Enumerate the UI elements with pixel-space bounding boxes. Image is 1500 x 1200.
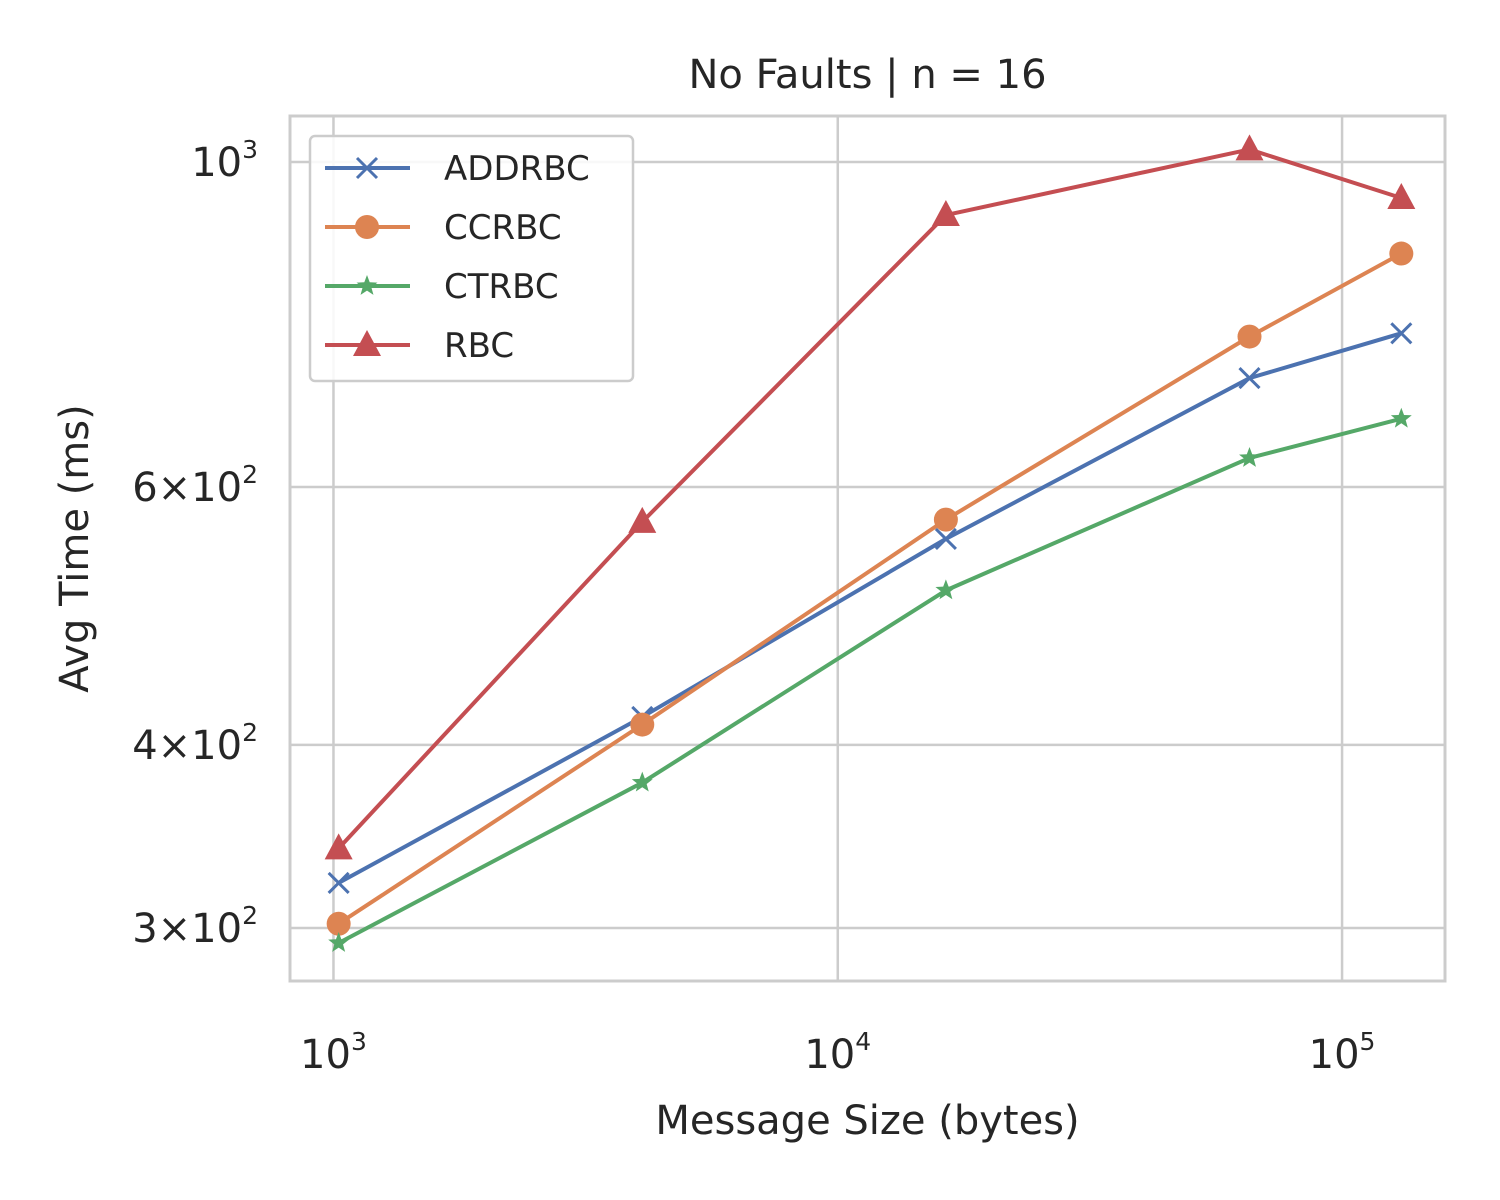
y-tick-exponent: 3 [242, 135, 258, 164]
y-tick-label: 3×102 [132, 901, 258, 952]
data-point-addrbc [1390, 322, 1413, 345]
y-tick-label: 4×102 [132, 718, 258, 769]
data-point-ccrbc [630, 712, 655, 737]
data-point-ctrbc [631, 771, 653, 792]
y-tick-base: 4×10 [132, 723, 242, 769]
marker-stroke [355, 156, 379, 180]
x-axis-title: Message Size (bytes) [655, 1098, 1079, 1144]
x-tick-label: 104 [804, 1027, 871, 1078]
legend-entry-rbc: RBC [325, 326, 514, 366]
y-tick-exponent: 2 [242, 901, 258, 930]
series-ccrbc [326, 241, 1414, 936]
y-tick-base: 3×10 [132, 906, 242, 952]
marker-stroke [1390, 322, 1413, 345]
legend-marker-ccrbc [355, 215, 379, 239]
x-tick-exponent: 5 [1360, 1027, 1376, 1056]
legend-label: CCRBC [444, 208, 562, 248]
x-tick-exponent: 3 [351, 1027, 367, 1056]
data-point-rbc [931, 200, 960, 227]
data-point-ctrbc [1390, 407, 1412, 428]
y-tick-base: 10 [191, 140, 242, 186]
y-tick-exponent: 2 [242, 460, 258, 489]
legend-entry-ctrbc: CTRBC [325, 267, 559, 307]
x-tick-label: 105 [1309, 1027, 1376, 1078]
data-point-rbc [628, 506, 657, 533]
data-point-ctrbc [328, 931, 350, 952]
data-point-ccrbc [1237, 324, 1262, 349]
data-point-addrbc [934, 527, 957, 550]
x-tick-base: 10 [804, 1032, 855, 1078]
x-tick-base: 10 [1309, 1032, 1360, 1078]
legend-marker-ctrbc [356, 275, 378, 295]
marker-stroke [1238, 367, 1261, 390]
plot-frame [288, 114, 1447, 983]
legend: ADDRBC CCRBC CTRBC RBC [308, 134, 635, 383]
legend-entry-ccrbc: CCRBC [325, 208, 562, 248]
data-point-ccrbc [326, 911, 351, 936]
legend-label: ADDRBC [444, 149, 590, 189]
y-tick-base: 6×10 [132, 465, 242, 511]
legend-marker-rbc [353, 330, 381, 356]
series-rbc [324, 134, 1416, 860]
legend-label: RBC [444, 326, 514, 366]
legend-entry-addrbc: ADDRBC [325, 149, 590, 189]
data-point-addrbc [1238, 367, 1261, 390]
series-ctrbc [328, 407, 1412, 952]
data-point-addrbc [327, 871, 350, 894]
legend-box [308, 134, 635, 383]
data-point-ctrbc [935, 579, 957, 600]
data-point-rbc [1235, 134, 1264, 161]
y-tick-label: 6×102 [132, 460, 258, 511]
data-point-rbc [324, 833, 353, 860]
x-tick-base: 10 [300, 1032, 351, 1078]
series-addrbc [327, 322, 1413, 894]
chart-title: No Faults | n = 16 [688, 52, 1046, 98]
legend-marker-addrbc [355, 156, 379, 180]
x-tick-label: 103 [300, 1027, 367, 1078]
y-axis-title: Avg Time (ms) [52, 404, 98, 692]
data-point-ccrbc [933, 507, 958, 532]
y-tick-exponent: 2 [242, 718, 258, 747]
marker-stroke [327, 871, 350, 894]
data-point-ccrbc [1389, 241, 1414, 266]
x-tick-exponent: 4 [855, 1027, 871, 1056]
marker-stroke [934, 527, 957, 550]
series-layer [324, 134, 1416, 952]
data-point-rbc [1387, 182, 1416, 209]
legend-label: CTRBC [444, 267, 559, 307]
data-point-ctrbc [1239, 446, 1260, 467]
y-tick-label: 103 [191, 135, 258, 186]
